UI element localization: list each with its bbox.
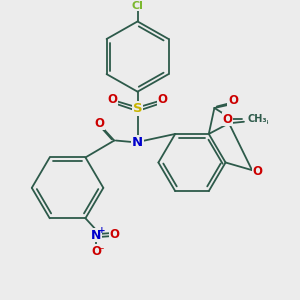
Text: O: O xyxy=(94,117,104,130)
Text: N: N xyxy=(91,229,101,242)
Text: O: O xyxy=(228,94,238,107)
Text: O: O xyxy=(108,93,118,106)
Text: O: O xyxy=(110,228,119,241)
Text: N: N xyxy=(132,136,143,148)
Text: Cl: Cl xyxy=(132,1,143,10)
Text: S: S xyxy=(133,102,142,115)
Text: CH₃: CH₃ xyxy=(250,116,269,126)
Text: +: + xyxy=(98,226,106,235)
Text: O: O xyxy=(158,93,167,106)
Text: ⁻: ⁻ xyxy=(99,246,104,256)
Text: O: O xyxy=(253,165,262,178)
Text: O: O xyxy=(223,113,232,126)
Text: O: O xyxy=(91,245,101,258)
Text: CH₃: CH₃ xyxy=(247,114,267,124)
